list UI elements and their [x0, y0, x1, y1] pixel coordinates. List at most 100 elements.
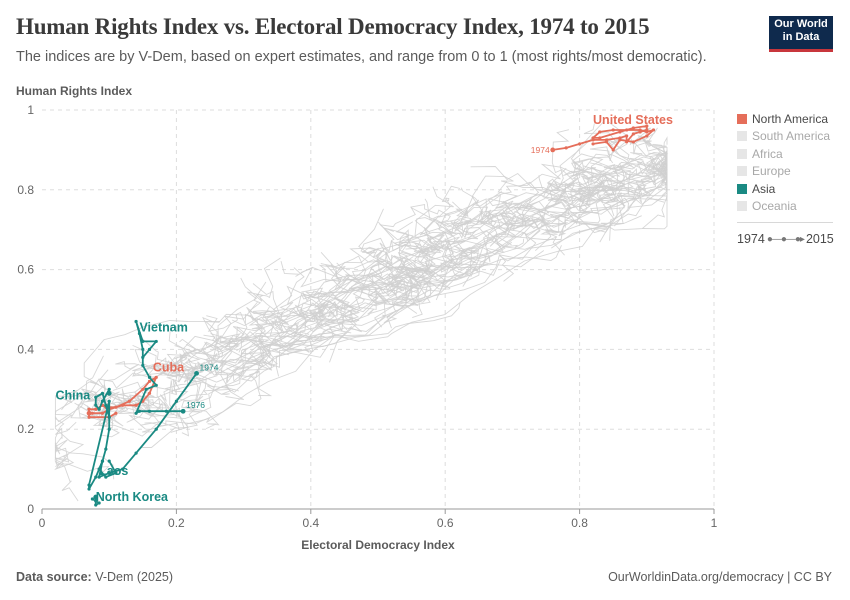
- country-trajectory: [103, 325, 265, 407]
- data-source-value[interactable]: V-Dem (2025): [95, 570, 174, 584]
- data-point: [154, 375, 158, 379]
- data-point: [121, 403, 125, 407]
- country-trajectory: [505, 210, 568, 233]
- country-trajectory: [262, 242, 506, 321]
- x-tick-label: 1: [711, 516, 718, 530]
- country-trajectory: [140, 337, 301, 374]
- y-axis-label: Human Rights Index: [16, 84, 132, 98]
- country-trajectory: [132, 325, 188, 377]
- data-point: [134, 411, 138, 415]
- data-point: [87, 483, 91, 487]
- data-point: [154, 427, 158, 431]
- data-point: [141, 355, 145, 359]
- legend-item-europe[interactable]: Europe: [737, 163, 830, 181]
- data-point: [144, 387, 148, 391]
- data-point: [611, 128, 615, 132]
- legend-item-north-america[interactable]: North America: [737, 110, 830, 128]
- data-point: [598, 130, 602, 134]
- data-point: [100, 411, 105, 415]
- footer-url[interactable]: OurWorldinData.org/democracy | CC BY: [608, 570, 832, 584]
- data-point: [147, 379, 152, 383]
- start-point: [180, 408, 186, 414]
- country-trajectory: [438, 187, 479, 237]
- data-point: [141, 339, 145, 344]
- y-tick-label: 0.2: [17, 422, 34, 436]
- country-trajectory: [453, 181, 540, 241]
- legend-divider: [737, 222, 833, 223]
- start-year-label: 1976: [186, 400, 205, 410]
- legend-item-asia[interactable]: Asia: [737, 180, 830, 198]
- country-trajectory: [134, 301, 329, 383]
- country-trajectory: [225, 349, 290, 401]
- data-point: [134, 319, 138, 324]
- owid-logo[interactable]: Our World in Data: [769, 16, 833, 52]
- country-trajectory: [424, 198, 466, 265]
- start-point: [194, 370, 199, 376]
- data-point: [645, 130, 649, 134]
- data-point: [625, 128, 629, 132]
- data-point: [121, 467, 125, 471]
- data-point: [134, 403, 138, 407]
- data-point: [578, 142, 582, 146]
- data-point: [100, 459, 105, 463]
- series-label[interactable]: United States: [593, 113, 673, 127]
- country-trajectory: [161, 333, 279, 397]
- series-label[interactable]: China: [55, 388, 91, 402]
- country-trajectory: [502, 170, 639, 210]
- legend-item-africa[interactable]: Africa: [737, 145, 830, 163]
- series-united-states[interactable]: 1974: [531, 124, 656, 155]
- timeline-end: 2015: [805, 232, 834, 246]
- data-point: [94, 499, 98, 503]
- data-point: [625, 140, 629, 144]
- country-trajectory: [60, 362, 215, 411]
- country-trajectory: [447, 185, 622, 272]
- data-point: [97, 475, 101, 479]
- timeline-range[interactable]: 1974 ●—●—●▸ 2015: [737, 232, 834, 246]
- series-label[interactable]: North Korea: [96, 490, 169, 504]
- data-point: [87, 407, 91, 411]
- data-point: [87, 487, 91, 491]
- data-point: [147, 375, 152, 379]
- legend: North America South America Africa Europe As…: [737, 110, 830, 215]
- legend-label: Europe: [752, 164, 791, 179]
- legend-label: Oceania: [752, 199, 797, 214]
- country-trajectory: [54, 460, 110, 502]
- country-trajectory: [181, 325, 324, 437]
- axes: 0 0.2 0.4 0.6 0.8 1 0 0.2 0.4 0.6 0.8 1: [17, 103, 717, 530]
- data-point: [137, 331, 142, 336]
- data-point: [154, 383, 158, 387]
- data-point: [618, 130, 622, 134]
- country-trajectory: [463, 159, 668, 231]
- start-year-label: 1974: [200, 362, 219, 372]
- data-point: [631, 126, 635, 130]
- timeline-start: 1974: [737, 232, 765, 246]
- country-trajectory: [410, 207, 598, 234]
- country-trajectory: [367, 259, 432, 304]
- legend-item-oceania[interactable]: Oceania: [737, 198, 830, 216]
- series-vietnam[interactable]: 1976: [134, 319, 205, 415]
- x-tick-label: 0.8: [571, 516, 588, 530]
- data-point: [127, 399, 131, 403]
- data-point: [107, 399, 111, 403]
- data-point: [114, 471, 118, 475]
- country-trajectory: [589, 143, 668, 201]
- series-label[interactable]: Laos: [99, 464, 128, 478]
- series-china[interactable]: [87, 387, 112, 491]
- data-point: [141, 387, 145, 391]
- country-trajectory: [566, 121, 609, 192]
- country-trajectory: [551, 129, 596, 202]
- series-north-korea[interactable]: [90, 494, 101, 507]
- data-point: [100, 399, 105, 403]
- series-label[interactable]: Vietnam: [139, 320, 187, 334]
- series-line: [552, 125, 655, 151]
- data-point: [114, 405, 118, 409]
- data-source: Data source: V-Dem (2025): [16, 570, 173, 584]
- data-point: [137, 409, 142, 413]
- country-trajectory: [449, 175, 620, 238]
- data-point: [104, 475, 108, 479]
- legend-item-south-america[interactable]: South America: [737, 128, 830, 146]
- timeline-arrow-icon: ●—●—●▸: [766, 233, 805, 245]
- series-label[interactable]: Cuba: [153, 360, 185, 374]
- data-point: [107, 415, 111, 419]
- data-point: [651, 128, 656, 132]
